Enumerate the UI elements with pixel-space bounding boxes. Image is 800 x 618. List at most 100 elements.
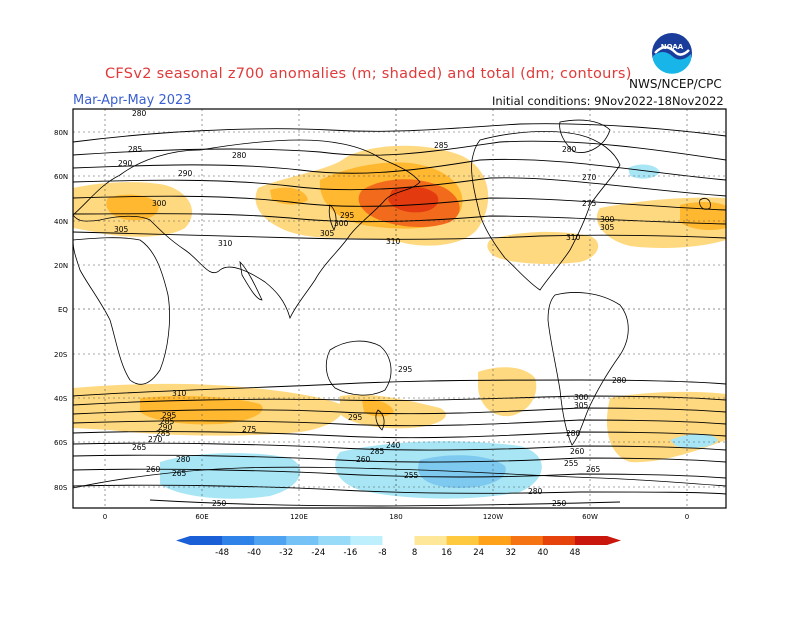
contour-label: 295 [340,211,355,220]
map-title: CFSv2 seasonal z700 anomalies (m; shaded… [105,66,632,82]
coast-india [239,260,263,301]
contour-nh-1 [73,123,726,143]
contour-label: 305 [114,225,129,234]
contour-sh-4 [73,419,726,427]
contour-label: 275 [242,425,257,434]
contour-nh-6 [73,213,726,225]
lon-label: 180 [389,513,402,521]
contour-label: 250 [212,499,227,508]
contour-label: 260 [146,465,161,474]
lat-label: 60S [54,439,68,447]
contour-label: 290 [178,169,193,178]
contour-label: 265 [132,443,147,452]
org-label: NWS/NCEP/CPC [629,77,722,91]
contour-sh-2 [73,395,726,406]
coastlines [73,119,726,489]
contour-label: 285 [156,429,171,438]
contour-label: 240 [386,441,401,450]
contour-label: 250 [552,499,567,508]
contour-label-group: 280 285 290 300 305 310 280 290 295 300 … [114,109,627,508]
coast-eurasia [73,139,421,320]
contour-nh-3 [73,158,726,181]
contour-label: 260 [356,455,371,464]
contour-nh-5 [73,195,726,211]
season-label: Mar-Apr-May 2023 [73,93,192,108]
contour-label: 280 [176,455,191,464]
lon-label: 0 [685,513,689,521]
lon-labels: 0 60E 120E 180 120W 60W 0 [103,513,689,521]
warm-anomaly-pacific-deep [388,186,439,213]
contour-label: 305 [574,401,589,410]
initial-conditions: Initial conditions: 9Nov2022-18Nov2022 [492,94,724,108]
coast-greenland [559,119,611,153]
cool-anomaly-north-atlantic [628,164,660,179]
lat-label: 40N [54,218,68,226]
warm-anomaly-us [487,231,599,264]
lon-label: 60E [195,513,208,521]
contour-label: 300 [334,219,349,228]
coast-japan [328,204,337,231]
lon-label: 120W [483,513,503,521]
contour-label: 280 [562,145,577,154]
map-frame [72,108,727,509]
contour-label: 280 [566,429,581,438]
contour-label: 255 [564,459,579,468]
contour-label: 300 [574,393,589,402]
lon-label: 60W [582,513,598,521]
lat-label: 20N [54,262,68,270]
coast-australia [325,340,392,396]
contour-label: 280 [132,109,147,118]
lat-label: 20S [54,351,68,359]
contour-label: 310 [172,389,187,398]
contour-nh-4 [73,177,726,197]
contour-nh-7 [73,231,726,240]
contour-sh-6 [73,442,726,451]
contour-label: 295 [162,411,177,420]
lon-label: 120E [290,513,308,521]
lat-label: 80N [54,129,68,137]
graticule [73,109,726,508]
contour-label: 305 [320,229,335,238]
lat-label: 40S [54,395,68,403]
warm-anomaly-nz-mid [362,399,394,417]
contour-sh-7 [73,454,726,463]
contour-sh-8 [73,468,726,479]
noaa-logo-icon: NOAA [652,33,692,74]
contour-label: 265 [586,465,601,474]
contour-label: 285 [128,145,143,154]
coast-south-america [547,292,629,446]
contour-label: 290 [158,423,173,432]
contour-label: 305 [600,223,615,232]
contour-label: 280 [612,376,627,385]
contour-label: 275 [582,199,597,208]
coast-antarctica [73,466,726,489]
contour-label: 270 [148,435,163,444]
contour-label: 310 [566,233,581,242]
svg-text:NOAA: NOAA [661,43,684,51]
contour-label: 260 [570,447,585,456]
contour-label: 300 [152,199,167,208]
contour-label: 270 [582,173,597,182]
contour-label: 300 [600,215,615,224]
contour-sh-9 [73,484,726,495]
coast-uk [699,198,711,210]
contour-sh-3 [73,407,726,415]
contour-label: 310 [386,237,401,246]
coast-north-america [471,130,621,291]
contour-sh-10 [149,499,621,507]
warm-anomaly-arctic [270,187,308,205]
contour-sh-1 [73,379,726,397]
lat-label: 60N [54,173,68,181]
contour-label: 265 [172,469,187,478]
contour-label: 285 [160,417,175,426]
contour-label: 295 [348,413,363,422]
contour-label: 255 [404,471,419,480]
contour-label: 290 [118,159,133,168]
lat-label: 80S [54,484,68,492]
cool-anomaly-atlantic-south [670,434,718,448]
height-contours [73,123,726,507]
lon-label: 0 [103,513,107,521]
lat-label: EQ [58,306,68,314]
warm-anomaly-south-atlantic [606,391,726,463]
